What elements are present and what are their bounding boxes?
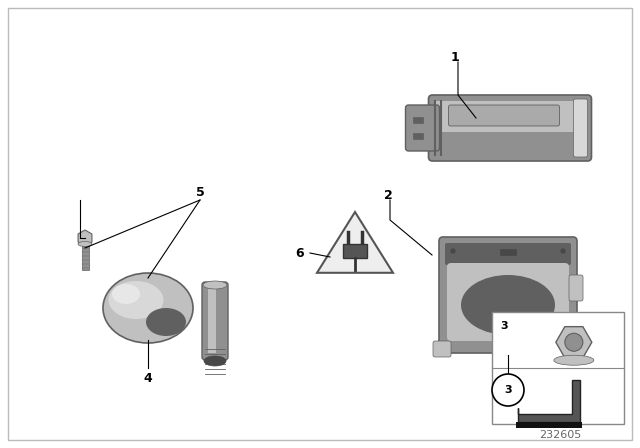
Circle shape: [492, 374, 524, 406]
Ellipse shape: [204, 356, 226, 366]
FancyBboxPatch shape: [569, 275, 583, 301]
Text: 5: 5: [196, 185, 204, 198]
Ellipse shape: [103, 273, 193, 343]
FancyBboxPatch shape: [439, 237, 577, 353]
Ellipse shape: [112, 284, 140, 304]
Text: 1: 1: [451, 51, 460, 64]
Polygon shape: [317, 212, 393, 273]
Bar: [208, 289, 216, 353]
FancyBboxPatch shape: [567, 341, 585, 357]
Polygon shape: [556, 327, 592, 358]
Bar: [81, 244, 88, 270]
Text: 6: 6: [296, 246, 304, 259]
Bar: [413, 133, 422, 139]
Ellipse shape: [203, 281, 227, 289]
Text: 3: 3: [500, 321, 508, 331]
Polygon shape: [518, 380, 580, 422]
Ellipse shape: [109, 281, 163, 319]
Bar: [492, 312, 624, 424]
Polygon shape: [78, 230, 92, 246]
FancyBboxPatch shape: [573, 99, 588, 157]
Circle shape: [450, 248, 456, 254]
Ellipse shape: [78, 241, 92, 246]
FancyBboxPatch shape: [429, 95, 591, 161]
FancyBboxPatch shape: [435, 101, 586, 132]
Bar: [516, 422, 582, 428]
Bar: [343, 244, 367, 258]
FancyBboxPatch shape: [445, 243, 571, 265]
Text: 3: 3: [504, 385, 512, 395]
FancyBboxPatch shape: [447, 263, 569, 341]
FancyBboxPatch shape: [406, 105, 440, 151]
Text: 4: 4: [143, 371, 152, 384]
Circle shape: [560, 248, 566, 254]
Ellipse shape: [461, 275, 555, 335]
Ellipse shape: [554, 355, 594, 365]
Ellipse shape: [146, 308, 186, 336]
FancyBboxPatch shape: [433, 341, 451, 357]
Circle shape: [565, 333, 583, 351]
Text: 232605: 232605: [539, 430, 581, 440]
Bar: [500, 249, 516, 255]
FancyBboxPatch shape: [449, 105, 559, 126]
FancyBboxPatch shape: [202, 282, 228, 360]
Bar: [413, 117, 422, 123]
Text: 2: 2: [383, 189, 392, 202]
